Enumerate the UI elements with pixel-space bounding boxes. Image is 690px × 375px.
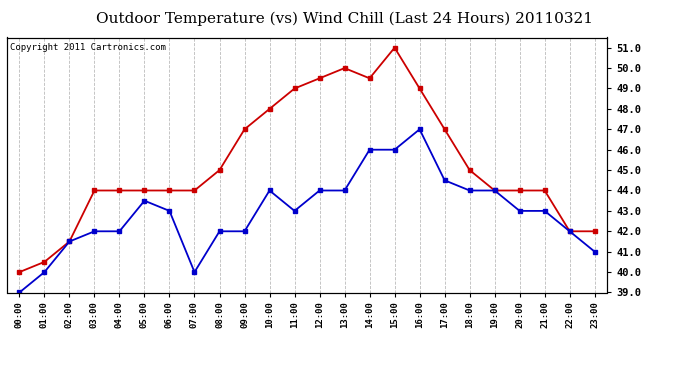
Text: Copyright 2011 Cartronics.com: Copyright 2011 Cartronics.com <box>10 43 166 52</box>
Text: Outdoor Temperature (vs) Wind Chill (Last 24 Hours) 20110321: Outdoor Temperature (vs) Wind Chill (Las… <box>97 11 593 26</box>
